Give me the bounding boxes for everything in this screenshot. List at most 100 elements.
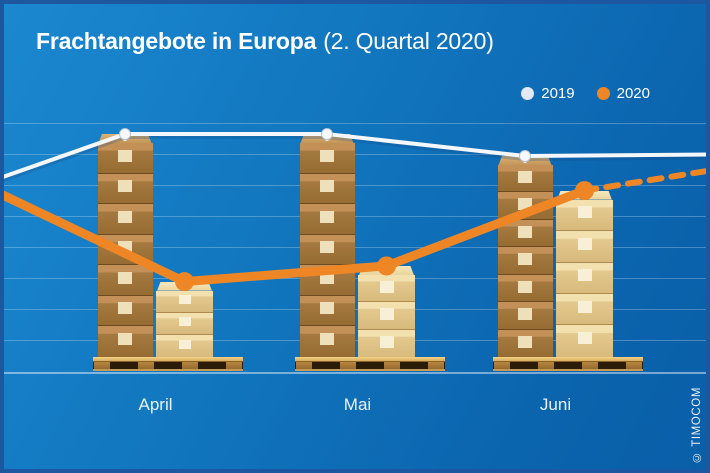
cardboard-box bbox=[97, 326, 153, 357]
box-label bbox=[379, 280, 394, 293]
pallet-bottom-edge bbox=[92, 369, 243, 371]
legend-dot-icon bbox=[521, 87, 535, 100]
data-point-2020-dot bbox=[575, 181, 594, 201]
legend-label: 2019 bbox=[541, 85, 575, 102]
cardboard-box bbox=[299, 173, 355, 205]
pallet-block bbox=[93, 362, 110, 369]
line-2020 bbox=[0, 186, 589, 287]
pallet bbox=[92, 357, 243, 372]
cardboard-box bbox=[156, 290, 213, 313]
box-label bbox=[178, 317, 191, 327]
box-label bbox=[320, 180, 334, 193]
box-label bbox=[320, 302, 334, 315]
pallet-block bbox=[625, 362, 642, 369]
box-label bbox=[518, 225, 532, 238]
cardboard-box bbox=[299, 204, 355, 235]
pallet-block bbox=[537, 362, 554, 369]
legend-item-2019: 2019 bbox=[521, 85, 575, 102]
data-point-2020-dot bbox=[377, 256, 396, 276]
box-label bbox=[518, 253, 532, 266]
pallet-block bbox=[581, 362, 598, 369]
data-point-2019-pin bbox=[519, 150, 531, 163]
pallet-blocks bbox=[492, 362, 643, 369]
pallet-blocks bbox=[92, 362, 243, 369]
data-point-2019-pin bbox=[119, 128, 131, 141]
cardboard-box bbox=[358, 302, 415, 330]
title-main: Frachtangebote in Europa bbox=[36, 28, 317, 54]
pallet-bottom-edge bbox=[492, 369, 643, 371]
pallet-block bbox=[427, 362, 444, 369]
box-label bbox=[518, 170, 532, 183]
gridline bbox=[0, 216, 710, 217]
pallet-blocks bbox=[294, 362, 445, 369]
pallet-top-plank bbox=[92, 357, 243, 362]
gridline bbox=[0, 123, 710, 124]
gridline bbox=[0, 309, 710, 310]
pallet-block bbox=[493, 362, 510, 369]
data-point-2019-pin bbox=[321, 128, 333, 141]
box-label bbox=[178, 339, 191, 349]
box-stack-2019-April bbox=[97, 134, 153, 357]
pallet-block bbox=[383, 362, 400, 369]
cardboard-box bbox=[358, 274, 415, 303]
box-label bbox=[577, 269, 592, 282]
legend-dot-icon bbox=[596, 87, 610, 100]
box-label bbox=[577, 300, 592, 313]
cardboard-box bbox=[497, 274, 553, 303]
legend-label: 2020 bbox=[616, 85, 650, 102]
box-label bbox=[178, 295, 191, 305]
cardboard-box bbox=[556, 325, 613, 357]
gridline bbox=[0, 340, 710, 341]
pallet-bottom-edge bbox=[294, 369, 445, 371]
chart-legend: 2019 2020 bbox=[521, 85, 650, 102]
box-label bbox=[577, 332, 592, 345]
gridline bbox=[0, 154, 710, 155]
cardboard-box bbox=[497, 165, 553, 193]
pallet-block bbox=[295, 362, 312, 369]
data-point-2020-dot bbox=[175, 272, 194, 292]
box-stack-2020-Juni bbox=[556, 190, 613, 357]
month-label-Juni: Juni bbox=[539, 395, 572, 414]
cardboard-box bbox=[97, 173, 153, 205]
box-label bbox=[118, 210, 132, 223]
gridline bbox=[0, 185, 710, 186]
page-title: Frachtangebote in Europa (2. Quartal 2020… bbox=[36, 28, 494, 55]
month-label-April: April bbox=[138, 395, 173, 414]
box-label bbox=[118, 149, 132, 162]
pallet-top-plank bbox=[294, 357, 445, 362]
cardboard-box bbox=[556, 231, 613, 263]
legend-item-2020: 2020 bbox=[596, 85, 650, 102]
pallet-block bbox=[339, 362, 356, 369]
box-label bbox=[118, 271, 132, 284]
cardboard-box bbox=[556, 199, 613, 232]
month-label-Mai: Mai bbox=[343, 395, 372, 414]
box-label bbox=[118, 180, 132, 193]
box-label bbox=[577, 206, 592, 219]
cardboard-box bbox=[299, 326, 355, 357]
box-label bbox=[518, 280, 532, 293]
watermark-copyright: © TIMOCOM bbox=[691, 387, 703, 463]
pallet bbox=[492, 357, 643, 372]
cardboard-box bbox=[97, 204, 153, 235]
cardboard-box bbox=[358, 329, 415, 357]
cardboard-box bbox=[497, 329, 553, 357]
box-label bbox=[379, 308, 394, 321]
cardboard-box bbox=[299, 295, 355, 327]
box-label bbox=[320, 149, 334, 162]
cardboard-box bbox=[497, 302, 553, 330]
box-label bbox=[320, 241, 334, 254]
line-2020-projection-dashed bbox=[581, 167, 710, 194]
cardboard-box bbox=[556, 262, 613, 294]
cardboard-box bbox=[156, 334, 213, 357]
box-label bbox=[118, 302, 132, 315]
cardboard-box bbox=[97, 295, 153, 327]
box-label bbox=[118, 333, 132, 346]
title-suffix: (2. Quartal 2020) bbox=[323, 28, 494, 54]
box-label bbox=[518, 307, 532, 320]
box-label bbox=[518, 335, 532, 348]
gridline bbox=[0, 278, 710, 279]
pallet-block bbox=[137, 362, 154, 369]
pallet bbox=[294, 357, 445, 372]
